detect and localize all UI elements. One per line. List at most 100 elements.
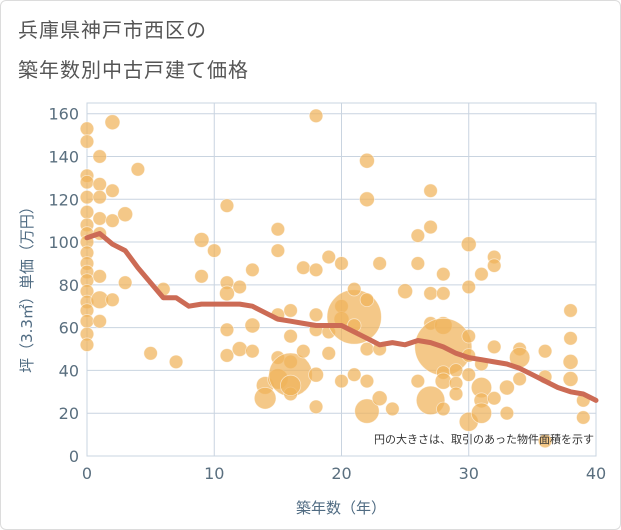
data-point <box>117 206 134 223</box>
data-point <box>296 260 311 275</box>
data-point <box>104 114 121 131</box>
data-point <box>359 341 375 357</box>
x-tick-label: 40 <box>586 464 606 483</box>
data-point <box>79 189 95 205</box>
data-point <box>448 386 464 402</box>
data-point <box>79 337 95 352</box>
data-point <box>410 373 426 389</box>
y-tick-label: 40 <box>59 361 79 380</box>
data-point <box>470 402 493 424</box>
grid-lines <box>86 102 597 457</box>
data-point <box>207 243 222 258</box>
data-point <box>359 191 375 208</box>
data-point <box>193 232 210 248</box>
data-point <box>253 386 277 410</box>
data-point <box>334 373 349 389</box>
data-point <box>232 279 247 295</box>
y-tick-label: 120 <box>48 190 79 209</box>
data-point <box>410 256 426 271</box>
data-point <box>537 433 553 449</box>
data-point <box>244 317 261 334</box>
data-point <box>231 341 248 357</box>
data-point <box>434 372 452 390</box>
data-point <box>436 266 451 282</box>
data-point <box>219 348 235 363</box>
data-point <box>372 256 387 271</box>
data-point <box>423 286 438 301</box>
data-point <box>245 262 260 278</box>
data-point <box>537 343 553 359</box>
data-point <box>105 183 120 198</box>
bubble-layer <box>79 108 591 449</box>
x-tick-label: 10 <box>204 464 224 483</box>
data-point <box>105 213 120 228</box>
data-point <box>562 371 579 387</box>
data-point <box>283 328 298 344</box>
chart-title-line1: 兵庫県神戸市西区の <box>18 18 207 42</box>
data-point <box>92 149 107 164</box>
data-point <box>512 371 527 387</box>
data-point <box>279 374 302 396</box>
data-point <box>461 279 476 295</box>
chart-title-line2: 築年数別中古戸建て価格 <box>18 58 249 82</box>
data-point <box>270 243 286 258</box>
data-point <box>296 343 311 359</box>
y-axis-label: 坪（3.3㎡）単価（万円） <box>18 199 36 373</box>
x-axis-label: 築年数（年） <box>296 499 386 517</box>
data-point <box>92 177 107 192</box>
data-point <box>448 363 464 378</box>
data-point <box>219 322 235 337</box>
data-point <box>308 307 324 323</box>
data-point <box>499 379 515 396</box>
data-point <box>334 256 349 271</box>
data-point <box>308 108 324 124</box>
data-point <box>487 339 502 355</box>
data-point <box>79 174 95 190</box>
y-tick-label: 160 <box>48 105 79 124</box>
data-point <box>354 398 380 424</box>
data-point <box>423 183 438 198</box>
x-tick-label: 20 <box>331 464 351 483</box>
y-tick-label: 60 <box>59 319 79 338</box>
data-point <box>576 410 591 425</box>
axes: 0 20 40 60 80 100 120 140 160 0 10 20 30 40 <box>48 105 606 483</box>
data-point <box>92 189 107 205</box>
data-point <box>359 152 375 169</box>
data-point <box>92 211 107 226</box>
data-point <box>461 367 476 382</box>
data-point <box>219 285 235 302</box>
data-point <box>117 275 133 290</box>
data-point <box>410 228 426 243</box>
data-point <box>283 303 298 318</box>
x-tick-label: 0 <box>82 464 92 483</box>
data-point <box>92 269 107 284</box>
data-point <box>143 346 158 361</box>
data-point <box>460 236 477 253</box>
y-tick-label: 140 <box>48 147 79 166</box>
data-point <box>79 204 95 220</box>
y-tick-label: 0 <box>69 447 79 466</box>
data-point <box>79 134 95 149</box>
data-point <box>194 269 209 284</box>
data-point <box>397 283 414 300</box>
data-point <box>371 390 388 407</box>
data-point <box>308 399 324 414</box>
data-point <box>423 219 438 235</box>
data-point <box>359 373 375 389</box>
data-point <box>499 406 515 421</box>
data-point <box>359 292 375 308</box>
trend-line <box>84 231 599 403</box>
data-point <box>219 198 235 213</box>
data-point <box>308 366 324 383</box>
data-point <box>270 222 286 237</box>
data-point <box>130 162 146 177</box>
data-point <box>487 258 502 273</box>
data-point <box>461 328 476 344</box>
y-tick-label: 100 <box>48 233 79 252</box>
data-point <box>563 303 578 318</box>
data-point <box>105 292 120 308</box>
data-point <box>347 281 362 297</box>
x-tick-label: 30 <box>459 464 479 483</box>
